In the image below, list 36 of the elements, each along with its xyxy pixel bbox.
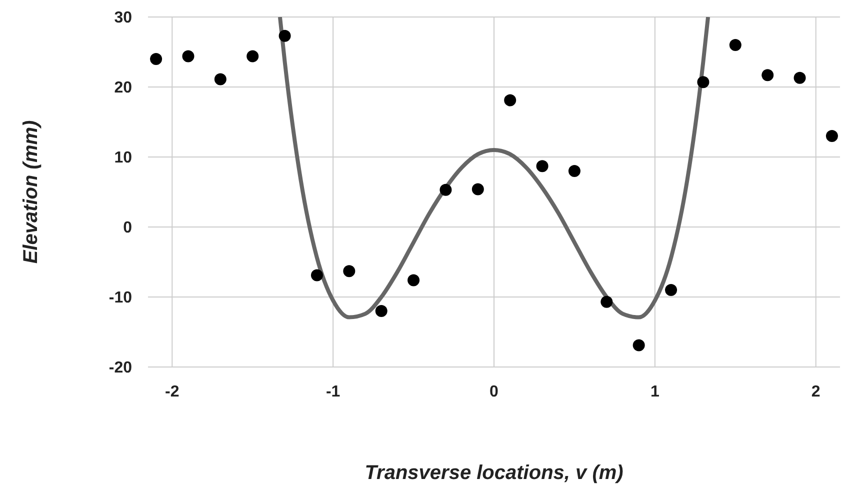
- x-tick-label: 1: [650, 383, 660, 400]
- point: [632, 339, 645, 352]
- y-tick-label: -20: [108, 360, 132, 377]
- y-tick-label: 0: [123, 220, 132, 237]
- x-axis-title: Transverse locations, v (m): [364, 462, 624, 484]
- point: [310, 269, 323, 282]
- point: [794, 72, 806, 84]
- point: [375, 305, 388, 317]
- x-tick-label: 0: [490, 383, 499, 400]
- line-series: [278, 17, 710, 320]
- point: [826, 130, 838, 142]
- point: [182, 50, 194, 62]
- point: [536, 160, 548, 172]
- point: [440, 184, 452, 196]
- y-tick-label: 20: [114, 80, 132, 97]
- point: [665, 284, 678, 296]
- point: [600, 296, 613, 308]
- point: [504, 94, 516, 106]
- point: [214, 73, 226, 86]
- y-tick-label: 10: [114, 150, 132, 167]
- point: [762, 69, 774, 82]
- point: [278, 30, 291, 42]
- point: [472, 183, 484, 196]
- point: [408, 274, 420, 286]
- point: [246, 50, 259, 62]
- x-tick-label: 2: [811, 383, 820, 400]
- point: [343, 265, 356, 278]
- point: [729, 39, 742, 51]
- y-axis-title: Elevation (mm): [20, 120, 42, 264]
- point: [568, 165, 580, 177]
- point: [150, 53, 162, 65]
- x-tick-label: -1: [326, 383, 340, 400]
- y-tick-label: -10: [108, 290, 132, 307]
- x-tick-label: -2: [165, 383, 180, 400]
- y-tick-label: 30: [114, 10, 132, 27]
- point: [697, 76, 710, 88]
